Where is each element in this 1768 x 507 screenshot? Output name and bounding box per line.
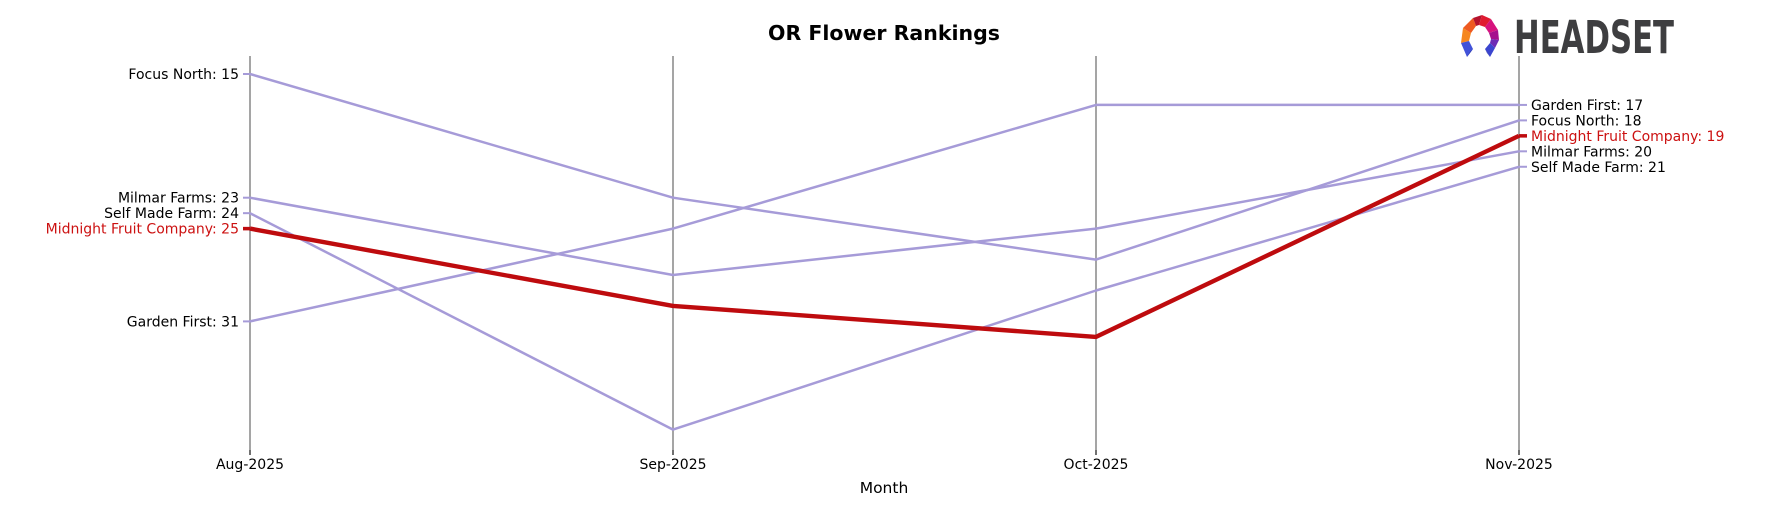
series-line-garden-first[interactable] [249, 103, 1519, 323]
logo-facet-red [1479, 15, 1491, 27]
x-tick-layer: Aug-2025 Sep-2025 Oct-2025 Nov-2025 [216, 457, 1553, 473]
logo-facet-orange-red [1463, 18, 1476, 33]
series-end-label-self-made-farm[interactable]: Self Made Farm: 21 [1531, 160, 1666, 176]
series-start-label-garden-first[interactable]: Garden First: 31 [127, 314, 239, 330]
logo-facet-crimson [1473, 15, 1482, 26]
chart-title: OR Flower Rankings [768, 21, 1000, 45]
logo-facet-magenta [1485, 19, 1498, 33]
logo-facet-orange [1461, 28, 1471, 43]
x-tick-label-aug-2025: Aug-2025 [216, 457, 284, 473]
series-end-label-midnight-fruit-company[interactable]: Midnight Fruit Company: 19 [1531, 129, 1724, 145]
logo-facet-deep-magenta [1489, 30, 1499, 40]
series-line-milmar-farms[interactable] [249, 150, 1520, 277]
x-tick-label-nov-2025: Nov-2025 [1485, 457, 1553, 473]
series-start-label-milmar-farms[interactable]: Milmar Farms: 23 [118, 191, 239, 207]
headset-logo: HEADSET [1461, 11, 1674, 64]
headset-logo-mark-icon [1461, 15, 1499, 57]
series-end-label-garden-first[interactable]: Garden First: 17 [1531, 98, 1643, 114]
series-label-layer: Focus North: 15 Focus North: 18 Milmar Far… [46, 67, 1725, 330]
logo-facet-left-leg-blue [1461, 41, 1473, 57]
series-end-label-focus-north[interactable]: Focus North: 18 [1531, 113, 1642, 129]
logo-facet-right-leg-navy [1485, 49, 1490, 57]
series-start-label-focus-north[interactable]: Focus North: 15 [128, 67, 239, 83]
x-tick-label-oct-2025: Oct-2025 [1064, 457, 1129, 473]
series-start-label-midnight-fruit-company[interactable]: Midnight Fruit Company: 25 [46, 222, 239, 238]
x-tick-label-sep-2025: Sep-2025 [639, 457, 706, 473]
logo-facet-left-leg-navy [1467, 49, 1473, 57]
logo-facet-right-leg-blue [1485, 43, 1495, 57]
logo-facet-violet [1490, 39, 1499, 48]
x-axis-title: Month [860, 479, 909, 497]
series-start-label-self-made-farm[interactable]: Self Made Farm: 24 [104, 206, 239, 222]
series-end-label-milmar-farms[interactable]: Milmar Farms: 20 [1531, 144, 1652, 160]
headset-logo-text: HEADSET [1514, 11, 1674, 64]
series-line-layer [243, 72, 1527, 431]
series-line-self-made-farm[interactable] [249, 165, 1520, 431]
series-line-midnight-fruit-company[interactable] [249, 133, 1520, 340]
month-spike-layer [249, 56, 1520, 455]
